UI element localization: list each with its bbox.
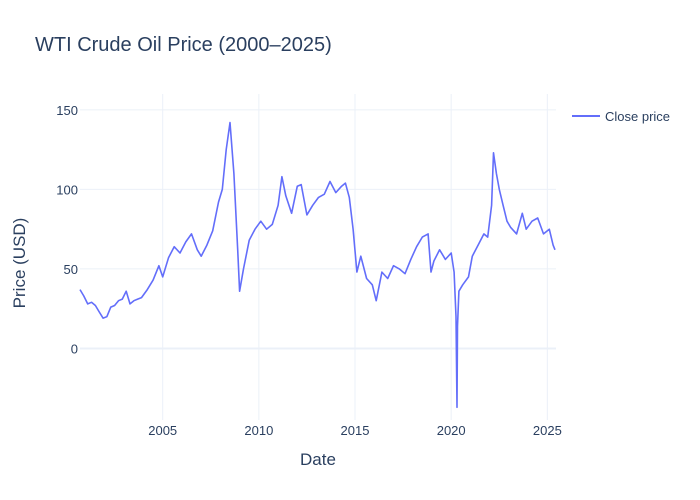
x-tick-label: 2025 xyxy=(533,423,562,438)
series-line-close-price[interactable] xyxy=(79,121,556,409)
y-tick-label: 150 xyxy=(56,103,78,118)
legend-label-close-price: Close price xyxy=(605,109,670,124)
y-tick-label: 0 xyxy=(71,341,78,356)
y-tick-label: 50 xyxy=(64,262,78,277)
y-axis-title: Price (USD) xyxy=(10,218,29,309)
x-tick-label: 2005 xyxy=(148,423,177,438)
grid-layer xyxy=(80,94,556,420)
x-tick-label: 2010 xyxy=(244,423,273,438)
x-tick-label: 2020 xyxy=(437,423,466,438)
x-axis-title: Date xyxy=(300,450,336,469)
y-tick-label: 100 xyxy=(56,182,78,197)
chart-title: WTI Crude Oil Price (2000–2025) xyxy=(35,34,332,56)
plot-layer xyxy=(79,121,556,409)
tick-layer: 2005 2010 2015 2020 2025 0 50 100 150 xyxy=(56,103,562,438)
legend[interactable]: Close price xyxy=(572,109,670,124)
x-tick-label: 2015 xyxy=(341,423,370,438)
